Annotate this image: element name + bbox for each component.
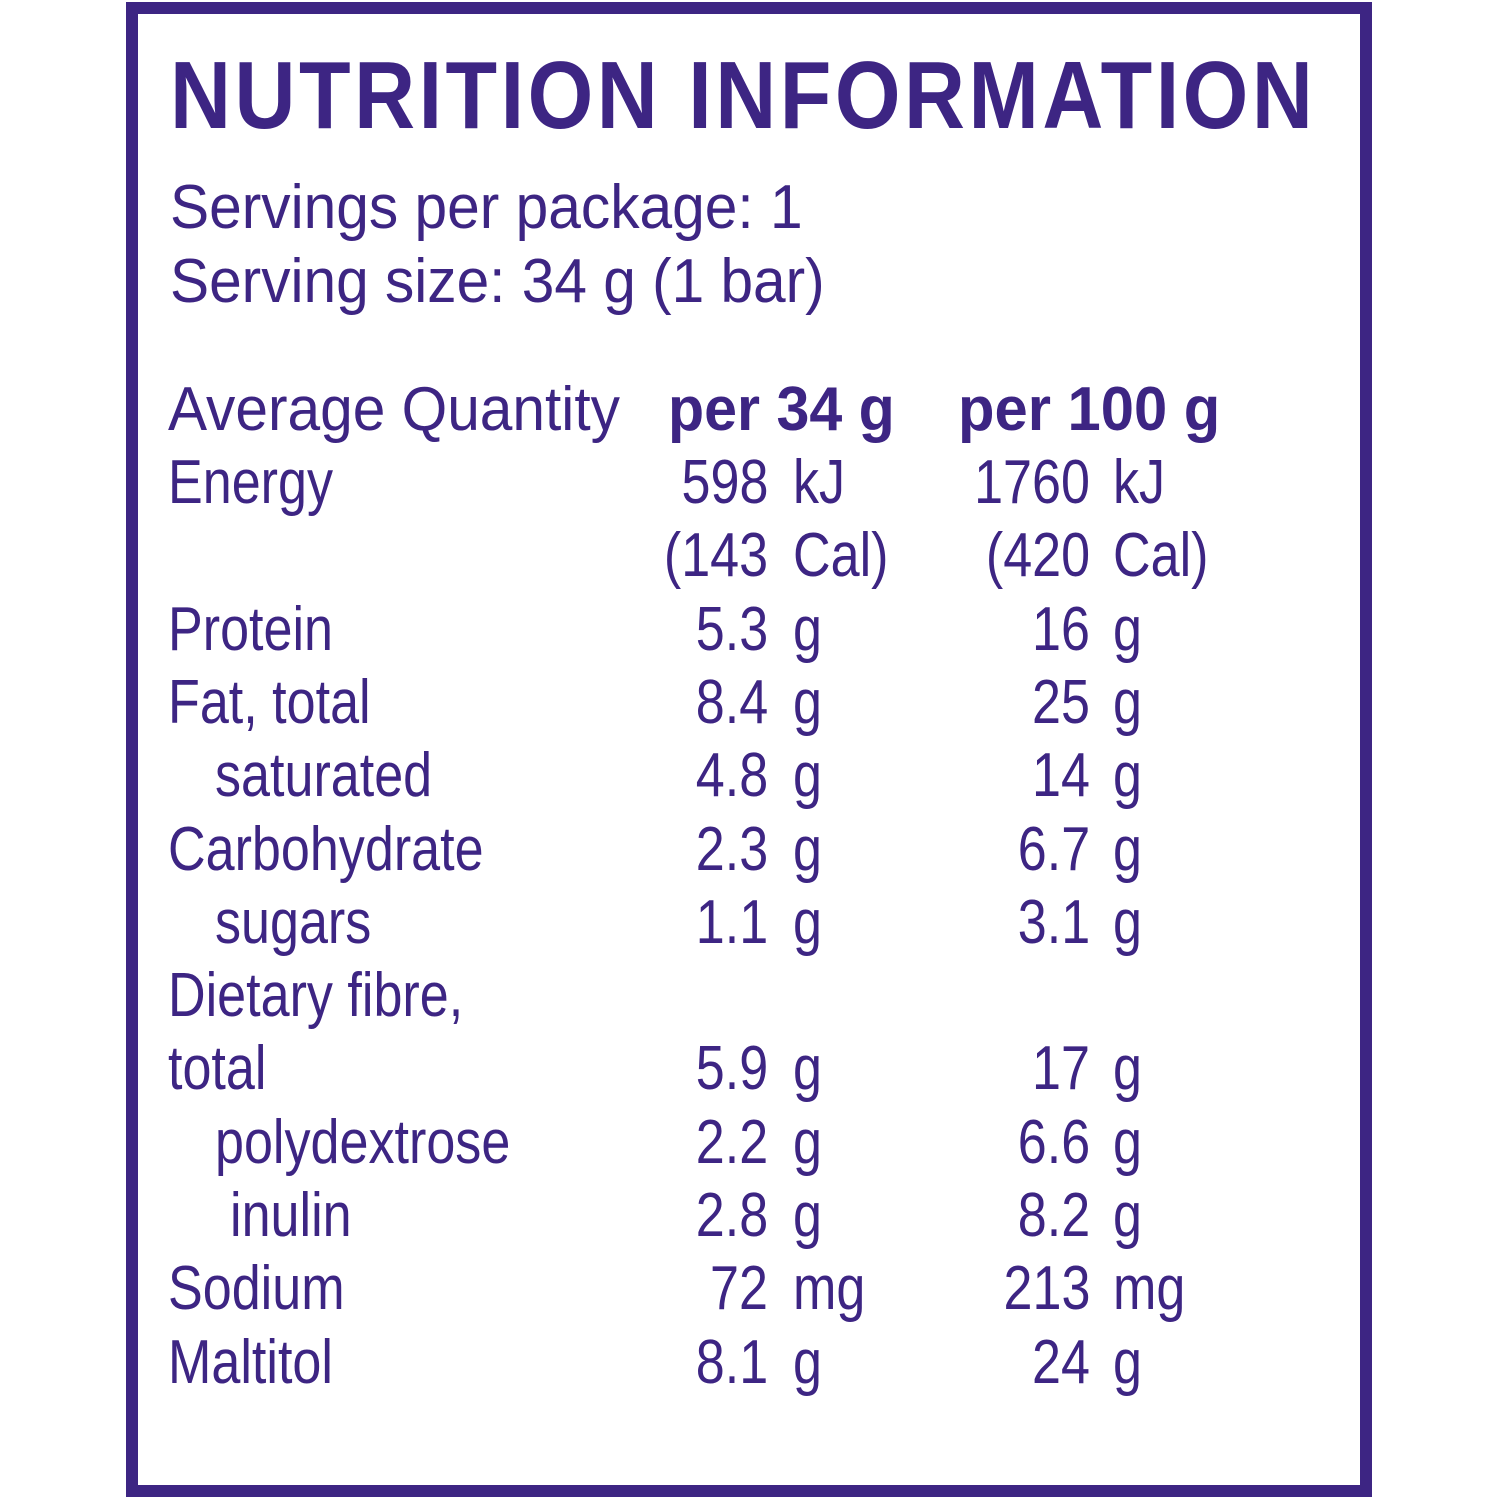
value-per-100g: 6.7 bbox=[1017, 814, 1090, 884]
nutrient-label: Fat, total bbox=[168, 667, 371, 737]
value-per-100g: 16 bbox=[1032, 594, 1090, 664]
header-per-serving: per 34 g bbox=[668, 375, 895, 444]
servings-per-package: Servings per package: 1 bbox=[170, 173, 803, 242]
unit-per-100g: mg bbox=[1113, 1254, 1186, 1324]
nutrient-label: Maltitol bbox=[168, 1327, 333, 1397]
unit-per-100g: kJ bbox=[1113, 448, 1166, 517]
unit-per-100g: g bbox=[1113, 814, 1142, 884]
value-per-serving: 1.1 bbox=[695, 887, 768, 957]
unit-per-serving: g bbox=[793, 594, 822, 664]
header-average-quantity: Average Quantity bbox=[168, 375, 620, 444]
unit-per-100g: g bbox=[1113, 1181, 1142, 1250]
nutrient-label: saturated bbox=[215, 741, 433, 811]
unit-per-100g: g bbox=[1113, 1107, 1142, 1177]
label-border bbox=[126, 2, 1372, 1497]
value-per-100g: 14 bbox=[1032, 741, 1090, 811]
unit-per-serving: g bbox=[793, 887, 822, 957]
unit-per-serving: g bbox=[793, 1034, 822, 1104]
value-per-serving: (143 bbox=[663, 521, 768, 591]
value-per-serving: 4.8 bbox=[695, 741, 768, 811]
unit-per-serving: kJ bbox=[793, 448, 846, 517]
unit-per-100g: g bbox=[1113, 741, 1142, 811]
unit-per-serving: g bbox=[793, 814, 822, 884]
unit-per-serving: g bbox=[793, 667, 822, 737]
value-per-100g: (420 bbox=[985, 521, 1090, 591]
value-per-serving: 8.4 bbox=[695, 667, 768, 737]
unit-per-serving: Cal) bbox=[793, 521, 889, 591]
unit-per-100g: g bbox=[1113, 1034, 1142, 1104]
nutrient-label: Sodium bbox=[168, 1254, 345, 1324]
value-per-serving: 5.3 bbox=[695, 594, 768, 664]
value-per-100g: 24 bbox=[1032, 1327, 1090, 1397]
nutrient-label: polydextrose bbox=[215, 1107, 511, 1177]
nutrient-label: Carbohydrate bbox=[168, 814, 484, 884]
unit-per-100g: g bbox=[1113, 594, 1142, 664]
nutrient-label: sugars bbox=[215, 887, 372, 957]
value-per-serving: 72 bbox=[710, 1254, 768, 1324]
nutrient-label: Protein bbox=[168, 594, 334, 664]
value-per-serving: 2.2 bbox=[695, 1107, 768, 1177]
value-per-serving: 598 bbox=[681, 448, 768, 517]
unit-per-100g: g bbox=[1113, 887, 1142, 957]
nutrition-title: NUTRITION INFORMATION bbox=[170, 42, 1317, 149]
value-per-100g: 17 bbox=[1032, 1034, 1090, 1104]
unit-per-100g: g bbox=[1113, 667, 1142, 737]
value-per-100g: 213 bbox=[1003, 1254, 1090, 1324]
value-per-100g: 1760 bbox=[974, 448, 1090, 517]
value-per-100g: 6.6 bbox=[1017, 1107, 1090, 1177]
unit-per-serving: g bbox=[793, 1107, 822, 1177]
unit-per-100g: Cal) bbox=[1113, 521, 1209, 591]
serving-size: Serving size: 34 g (1 bar) bbox=[170, 247, 825, 316]
nutrient-label: inulin bbox=[230, 1181, 352, 1250]
value-per-serving: 8.1 bbox=[695, 1327, 768, 1397]
nutrient-label: total bbox=[168, 1034, 267, 1104]
unit-per-serving: g bbox=[793, 741, 822, 811]
header-per-100g: per 100 g bbox=[958, 375, 1221, 444]
unit-per-serving: g bbox=[793, 1327, 822, 1397]
value-per-100g: 8.2 bbox=[1017, 1181, 1090, 1250]
value-per-100g: 25 bbox=[1032, 667, 1090, 737]
nutrient-label: Dietary fibre, bbox=[168, 961, 464, 1031]
value-per-serving: 2.3 bbox=[695, 814, 768, 884]
unit-per-serving: mg bbox=[793, 1254, 866, 1324]
value-per-100g: 3.1 bbox=[1017, 887, 1090, 957]
unit-per-serving: g bbox=[793, 1181, 822, 1250]
value-per-serving: 2.8 bbox=[695, 1181, 768, 1250]
unit-per-100g: g bbox=[1113, 1327, 1142, 1397]
nutrient-label: Energy bbox=[168, 448, 334, 517]
value-per-serving: 5.9 bbox=[695, 1034, 768, 1104]
